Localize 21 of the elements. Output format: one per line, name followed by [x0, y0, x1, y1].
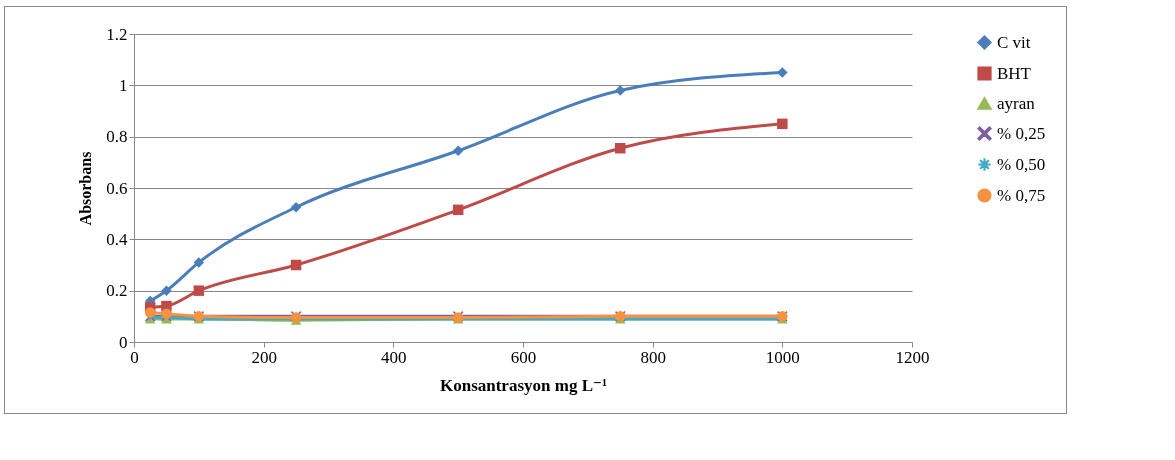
- legend-label: % 0,25: [997, 123, 1046, 143]
- x-tick-label: 1000: [765, 347, 800, 367]
- x-tick-label: 400: [381, 347, 407, 367]
- x-tick-label: 1200: [895, 347, 930, 367]
- x-tick-label: 800: [640, 347, 666, 367]
- legend-label: % 0,50: [997, 154, 1046, 174]
- y-tick-label: 1: [119, 75, 128, 95]
- legend-label: BHT: [997, 63, 1032, 83]
- x-tick-label: 200: [251, 347, 277, 367]
- legend-label: % 0,75: [997, 185, 1046, 205]
- legend-label: ayran: [997, 93, 1036, 113]
- y-tick-label: 0.6: [106, 178, 128, 198]
- y-tick-label: 1.2: [106, 24, 128, 44]
- y-tick-label: 0.4: [106, 229, 128, 249]
- y-tick-label: 0: [119, 332, 128, 352]
- y-axis-title: Absorbans: [77, 151, 95, 226]
- x-axis-title: Konsantrasyon mg L⁻¹: [439, 375, 608, 395]
- legend-label: C vit: [997, 32, 1031, 52]
- y-tick-label: 0.8: [106, 127, 128, 147]
- x-tick-label: 600: [510, 347, 537, 367]
- y-tick-label: 0.2: [106, 281, 128, 301]
